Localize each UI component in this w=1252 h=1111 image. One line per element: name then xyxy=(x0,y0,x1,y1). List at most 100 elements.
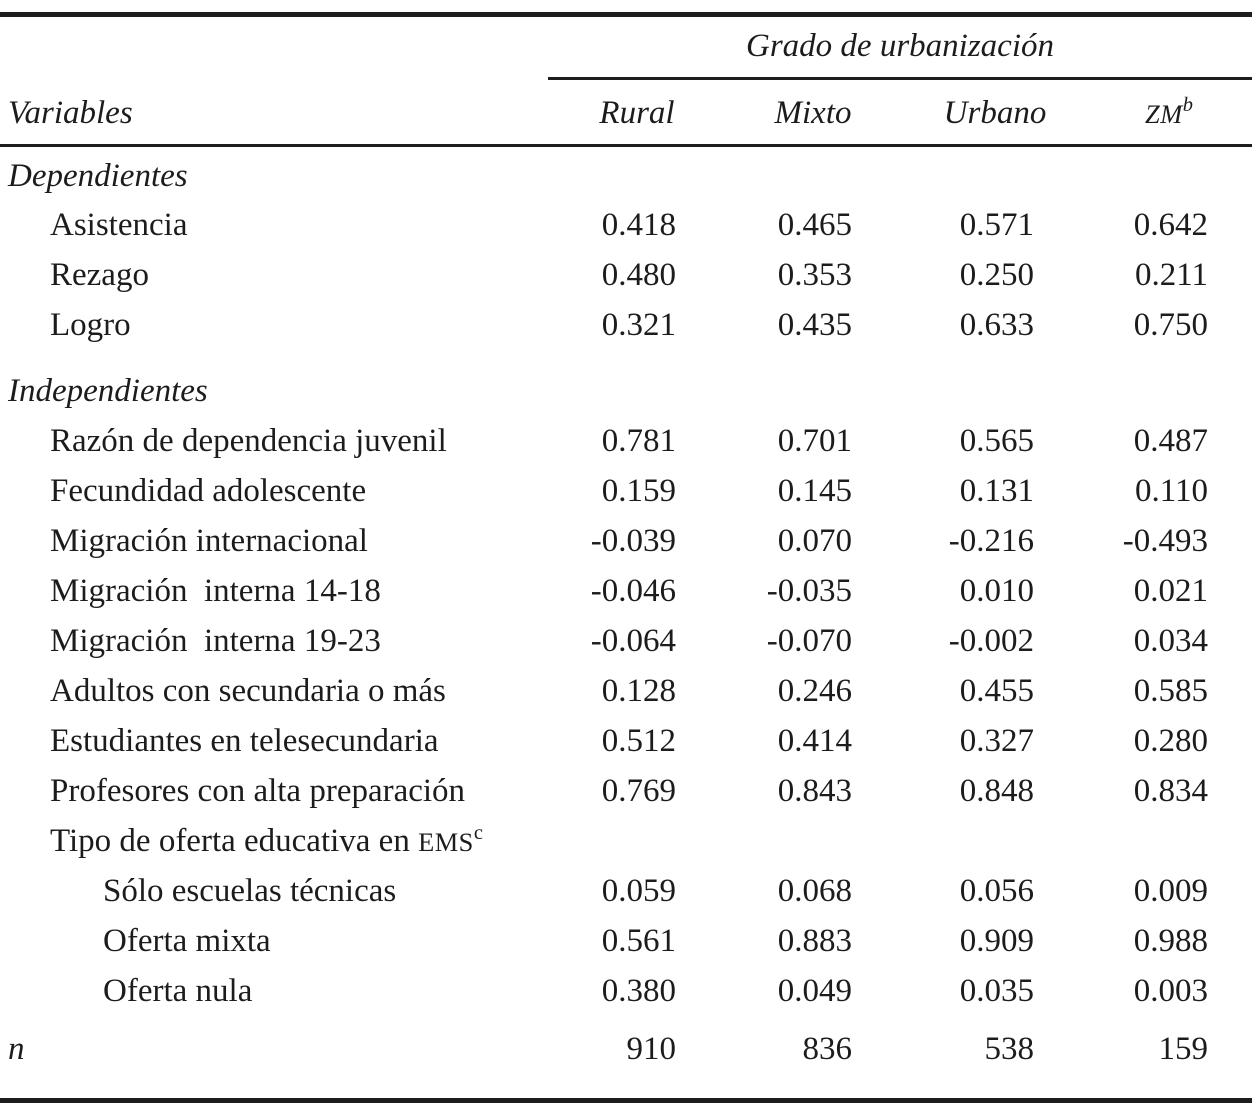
cell-rural: 910 xyxy=(626,1030,677,1067)
cell-urbano: 0.327 xyxy=(959,722,1034,759)
cell-mixto: 0.246 xyxy=(777,672,852,709)
cell-rural: 0.128 xyxy=(601,672,676,709)
header-rule xyxy=(0,144,1252,147)
cell-rural: 0.380 xyxy=(601,972,676,1009)
cell-urbano: 0.565 xyxy=(959,422,1034,459)
column-header-zm: ZMb xyxy=(1145,92,1193,135)
cell-mixto: -0.070 xyxy=(766,622,852,659)
zm-label: ZM xyxy=(1145,99,1183,129)
row-label-text: Migración interna 19-23 xyxy=(50,622,381,659)
row-label: Independientes xyxy=(0,373,541,410)
row-label-text: Migración interna 14-18 xyxy=(50,572,381,609)
row-label: Logro xyxy=(0,307,541,344)
row-label-text: Estudiantes en telesecundaria xyxy=(50,722,439,759)
row-label: Rezago xyxy=(0,257,541,294)
cell-rural: 0.512 xyxy=(601,722,676,759)
table-row: n 910 836 538 159 xyxy=(0,1024,1252,1074)
cell-mixto: 0.883 xyxy=(777,922,852,959)
table-row: Migración interna 14-18 -0.046 -0.035 0.… xyxy=(0,566,1252,616)
span-header-title: Grado de urbanización xyxy=(746,28,1054,64)
row-label-text: Tipo de oferta educativa en xyxy=(50,822,419,859)
row-label: Estudiantes en telesecundaria xyxy=(0,723,541,760)
top-rule xyxy=(0,12,1252,17)
cell-mixto: 0.843 xyxy=(777,772,852,809)
cell-zm: 0.834 xyxy=(1133,772,1208,809)
cell-zm: 0.021 xyxy=(1133,572,1208,609)
cell-mixto: -0.035 xyxy=(766,572,852,609)
cell-zm: 0.009 xyxy=(1133,872,1208,909)
table-row: Migración internacional -0.039 0.070 -0.… xyxy=(0,516,1252,566)
table-row: Oferta nula 0.380 0.049 0.035 0.003 xyxy=(0,966,1252,1016)
row-label-text: Dependientes xyxy=(8,157,188,194)
row-label: Migración internacional xyxy=(0,523,541,560)
row-label-text: Asistencia xyxy=(50,206,188,243)
table-row: Razón de dependencia juvenil 0.781 0.701… xyxy=(0,416,1252,466)
column-header-mixto: Mixto xyxy=(774,95,852,131)
zm-footnote-superscript: b xyxy=(1182,94,1193,116)
column-header-rural: Rural xyxy=(599,95,675,131)
cell-mixto: 0.465 xyxy=(777,206,852,243)
cell-urbano: 0.035 xyxy=(959,972,1034,1009)
row-label-text: Oferta mixta xyxy=(103,922,271,959)
cell-zm: 159 xyxy=(1158,1030,1209,1067)
cell-urbano: -0.216 xyxy=(948,522,1034,559)
cell-zm: 0.211 xyxy=(1134,256,1208,293)
column-headers-row: Variables Rural Mixto Urbano ZMb xyxy=(0,92,1252,134)
table-header: Grado de urbanización Variables Rural Mi… xyxy=(0,17,1252,144)
row-label: Tipo de oferta educativa en EMSc xyxy=(0,822,541,860)
cell-urbano: 0.250 xyxy=(959,256,1034,293)
row-label: Fecundidad adolescente xyxy=(0,473,541,510)
table-row: Tipo de oferta educativa en EMSc xyxy=(0,816,1252,866)
row-label-text: Razón de dependencia juvenil xyxy=(50,422,447,459)
table-row: Independientes xyxy=(0,366,1252,416)
cell-urbano: 0.131 xyxy=(959,472,1034,509)
cell-zm: 0.003 xyxy=(1133,972,1208,1009)
row-label: Adultos con secundaria o más xyxy=(0,673,541,710)
row-label-text: Sólo escuelas técnicas xyxy=(103,872,397,909)
row-label-text: Migración internacional xyxy=(50,522,368,559)
cell-zm: 0.642 xyxy=(1133,206,1208,243)
cell-zm: 0.585 xyxy=(1133,672,1208,709)
table-row: Profesores con alta preparación 0.769 0.… xyxy=(0,766,1252,816)
table-row: Asistencia 0.418 0.465 0.571 0.642 xyxy=(0,200,1252,250)
table-row: Estudiantes en telesecundaria 0.512 0.41… xyxy=(0,716,1252,766)
row-label-text: Logro xyxy=(50,306,131,343)
cell-zm: 0.280 xyxy=(1133,722,1208,759)
row-label: Migración interna 19-23 xyxy=(0,623,541,660)
cell-zm: 0.110 xyxy=(1134,472,1208,509)
row-label-text: Adultos con secundaria o más xyxy=(50,672,446,709)
cell-rural: 0.418 xyxy=(601,206,676,243)
row-label-text: n xyxy=(8,1030,25,1067)
table-row: Oferta mixta 0.561 0.883 0.909 0.988 xyxy=(0,916,1252,966)
table-row: Migración interna 19-23 -0.064 -0.070 -0… xyxy=(0,616,1252,666)
row-label-text: Rezago xyxy=(50,256,149,293)
cell-rural: 0.159 xyxy=(601,472,676,509)
table-row: Sólo escuelas técnicas 0.059 0.068 0.056… xyxy=(0,866,1252,916)
row-label: Oferta mixta xyxy=(0,923,541,960)
cell-zm: 0.487 xyxy=(1133,422,1208,459)
row-label: Sólo escuelas técnicas xyxy=(0,873,541,910)
row-label: n xyxy=(0,1031,541,1068)
table-row: Logro 0.321 0.435 0.633 0.750 xyxy=(0,300,1252,350)
table-row: Rezago 0.480 0.353 0.250 0.211 xyxy=(0,250,1252,300)
table-row: Adultos con secundaria o más 0.128 0.246… xyxy=(0,666,1252,716)
row-label: Profesores con alta preparación xyxy=(0,773,541,810)
row-label: Asistencia xyxy=(0,207,541,244)
cell-mixto: 0.701 xyxy=(777,422,852,459)
cell-mixto: 0.049 xyxy=(777,972,852,1009)
row-label: Oferta nula xyxy=(0,973,541,1010)
cell-rural: -0.046 xyxy=(590,572,676,609)
cell-rural: 0.321 xyxy=(601,306,676,343)
cell-urbano: 0.909 xyxy=(959,922,1034,959)
cell-urbano: 0.848 xyxy=(959,772,1034,809)
row-label: Dependientes xyxy=(0,158,541,195)
cell-mixto: 0.068 xyxy=(777,872,852,909)
cell-zm: -0.493 xyxy=(1122,522,1208,559)
cell-mixto: 0.353 xyxy=(777,256,852,293)
cell-urbano: 0.056 xyxy=(959,872,1034,909)
span-header-group: Grado de urbanización xyxy=(548,25,1252,80)
cell-zm: 0.988 xyxy=(1133,922,1208,959)
cell-urbano: -0.002 xyxy=(948,622,1034,659)
row-label: Razón de dependencia juvenil xyxy=(0,423,541,460)
cell-rural: -0.064 xyxy=(590,622,676,659)
